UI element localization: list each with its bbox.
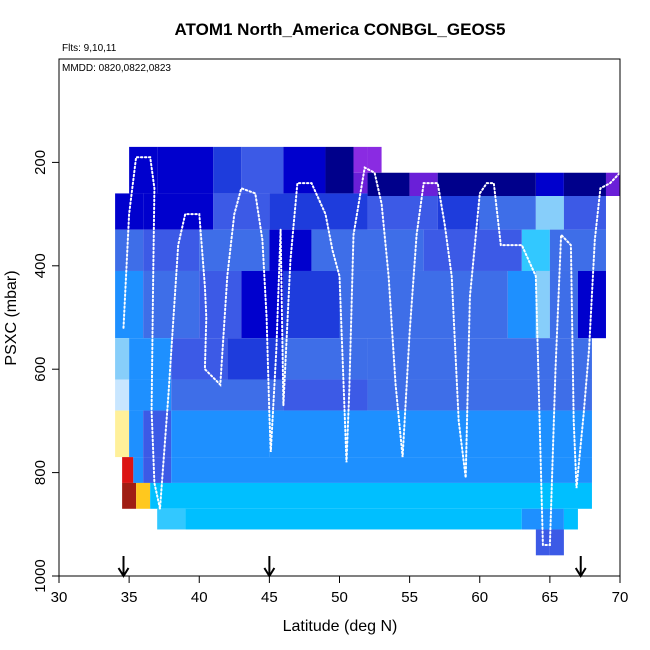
x-tick-label: 40 <box>191 589 208 606</box>
heatmap-cell-37 <box>339 270 508 339</box>
flight-track <box>122 156 621 546</box>
heatmap-cell-5 <box>325 146 354 194</box>
dates-note: MMDD: 0820,0822,0823 <box>62 63 171 74</box>
heatmap-cell-2 <box>213 146 242 194</box>
x-tick-label: 70 <box>612 589 629 606</box>
y-tick-label: 800 <box>32 460 49 485</box>
y-tick-label: 400 <box>32 253 49 278</box>
x-tick-label: 35 <box>121 589 138 606</box>
heatmap-cell-8 <box>367 146 382 173</box>
heatmap-cell-58 <box>122 457 134 483</box>
heatmap-cell-7 <box>353 172 368 194</box>
heatmap-cell-12 <box>535 172 564 197</box>
heatmap-cell-44 <box>171 338 228 380</box>
chart-title: ATOM1 North_America CONBGL_GEOS5 <box>175 20 506 39</box>
heatmap-cell-19 <box>367 196 438 230</box>
heatmap-cell-68 <box>563 508 578 530</box>
x-axis: 30 35 40 45 50 55 60 65 70 <box>51 576 629 606</box>
x-tick-label: 65 <box>542 589 559 606</box>
heatmap-cell-25 <box>143 229 200 271</box>
heatmap-cell-35 <box>241 270 284 339</box>
heatmap-cell-59 <box>133 457 144 483</box>
heatmap-cell-49 <box>129 379 172 411</box>
heatmap-cell-43 <box>129 338 172 380</box>
heatmap-cell-60 <box>143 457 172 483</box>
down-arrow-icon <box>574 556 587 578</box>
heatmap-cell-62 <box>122 482 137 509</box>
y-axis-label: PSXC (mbar) <box>3 270 20 365</box>
heatmap-cell-1 <box>157 146 214 194</box>
heatmap-cell-26 <box>199 229 270 271</box>
heatmap-cell-39 <box>535 270 550 339</box>
heatmap-cell-14 <box>605 172 620 197</box>
heatmap-cell-69 <box>535 529 550 556</box>
heatmap-cell-33 <box>143 270 200 339</box>
x-tick-label: 50 <box>331 589 348 606</box>
heatmap-cell-46 <box>283 338 368 380</box>
heatmap-cell-38 <box>507 270 536 339</box>
x-tick-label: 60 <box>471 589 488 606</box>
heatmap-cell-24 <box>115 229 144 271</box>
heatmap-cell-36 <box>283 270 340 339</box>
heatmap-cell-54 <box>129 410 144 458</box>
down-arrow-icon <box>117 556 130 578</box>
heatmap-cell-51 <box>283 379 368 411</box>
heatmap-cell-50 <box>171 379 284 411</box>
heatmap-cell-28 <box>311 229 424 271</box>
x-axis-label: Latitude (deg N) <box>283 618 398 635</box>
heatmap-cells <box>115 146 620 556</box>
heatmap-cell-31 <box>549 229 606 271</box>
heatmap-cell-47 <box>367 338 592 380</box>
heatmap-cell-56 <box>171 410 270 458</box>
arrow-markers <box>117 556 587 578</box>
down-arrow-icon <box>263 556 276 578</box>
heatmap-cell-52 <box>367 379 592 411</box>
heatmap-cell-9 <box>367 172 410 197</box>
heatmap-cell-64 <box>150 482 592 509</box>
heatmap-cell-66 <box>185 508 522 530</box>
heatmap-cell-70 <box>549 529 564 556</box>
heatmap-cell-11 <box>437 172 536 197</box>
x-tick-label: 30 <box>51 589 68 606</box>
heatmap-cell-65 <box>157 508 186 530</box>
heatmap-cell-40 <box>549 270 578 339</box>
flights-note: Flts: 9,10,11 <box>62 43 117 54</box>
heatmap-cell-45 <box>227 338 284 380</box>
heatmap-cell-3 <box>241 146 284 194</box>
heatmap-cell-30 <box>521 229 550 271</box>
heatmap-cell-4 <box>283 146 326 194</box>
heatmap-cell-48 <box>115 379 130 411</box>
y-tick-label: 600 <box>32 357 49 382</box>
heatmap-cell-42 <box>115 338 130 380</box>
heatmap-cell-57 <box>269 410 592 458</box>
x-tick-label: 45 <box>261 589 278 606</box>
y-tick-label: 200 <box>32 150 49 175</box>
heatmap-cell-61 <box>171 457 592 483</box>
heatmap-cell-13 <box>563 172 606 197</box>
y-tick-label: 1000 <box>32 559 49 592</box>
heatmap-cell-32 <box>115 270 144 339</box>
heatmap-cell-22 <box>535 196 564 230</box>
x-tick-label: 55 <box>401 589 418 606</box>
heatmap-cell-53 <box>115 410 130 458</box>
heatmap-cell-63 <box>136 482 151 509</box>
y-axis: 200 400 600 800 1000 <box>32 150 59 593</box>
flight-track-line <box>122 156 621 546</box>
heatmap-cell-21 <box>479 196 536 230</box>
